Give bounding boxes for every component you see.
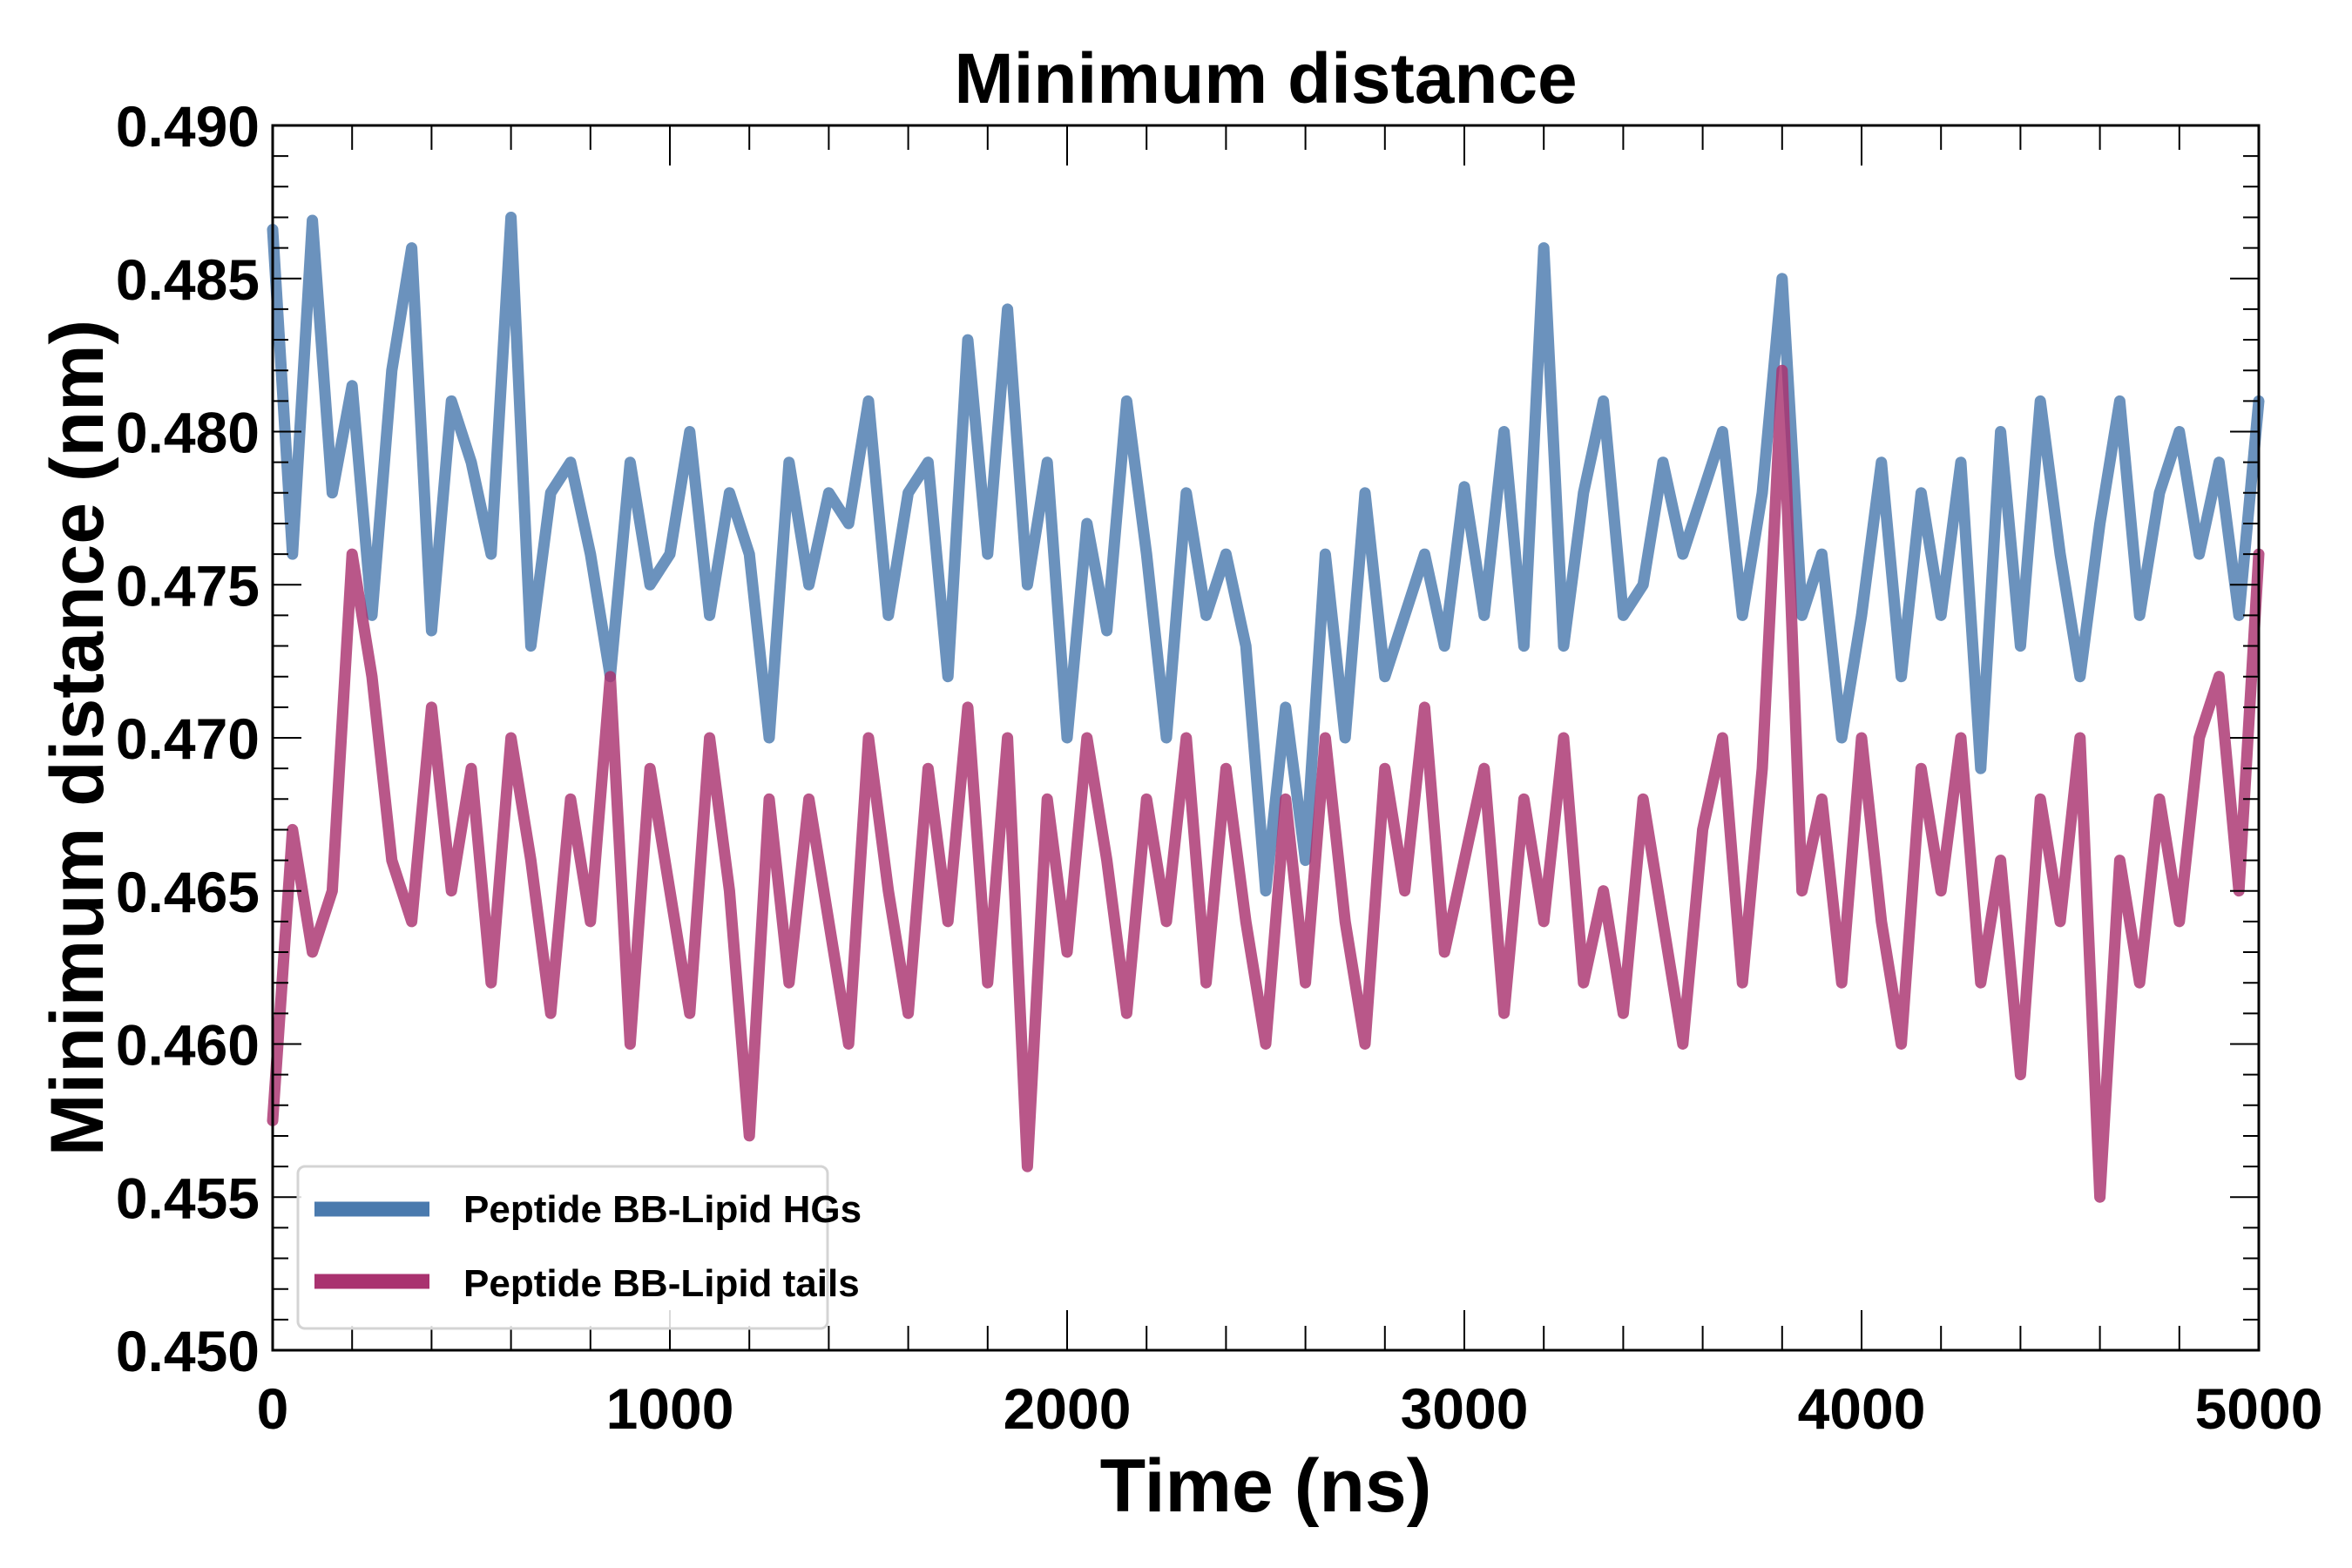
legend-label-tails: Peptide BB-Lipid tails	[463, 1262, 860, 1305]
ticks-layer	[272, 125, 2260, 1351]
x-axis-title: Time (ns)	[1100, 1444, 1432, 1528]
x-tick-labels: 0 1000 2000 3000 4000 5000	[257, 1376, 2323, 1441]
y-tick-label: 0.475	[116, 553, 260, 618]
series-line-1	[267, 364, 2265, 1203]
legend: Peptide BB-Lipid HGs Peptide BB-Lipid ta…	[296, 1165, 862, 1330]
y-tick-label: 0.450	[116, 1319, 260, 1383]
x-tick-label: 4000	[1798, 1376, 1926, 1441]
legend-box	[296, 1165, 829, 1330]
legend-label-hgs: Peptide BB-Lipid HGs	[463, 1188, 862, 1231]
x-tick-label: 1000	[606, 1376, 734, 1441]
x-tick-label: 3000	[1401, 1376, 1529, 1441]
y-tick-labels: 0.450 0.455 0.460 0.465 0.470 0.475 0.480 0.485…	[116, 94, 260, 1383]
y-tick-label: 0.460	[116, 1013, 260, 1078]
chart-title: Minimum distance	[954, 39, 1577, 118]
y-axis-title: Minimum distance (nm)	[36, 320, 119, 1156]
x-tick-label: 0	[257, 1376, 289, 1441]
plot-frame	[271, 124, 2261, 1352]
y-tick-label: 0.470	[116, 706, 260, 771]
y-tick-label: 0.485	[116, 247, 260, 312]
y-tick-label: 0.455	[116, 1166, 260, 1230]
y-tick-label: 0.490	[116, 94, 260, 159]
series-layer	[267, 212, 2265, 1203]
y-tick-label: 0.480	[116, 401, 260, 465]
series-line-0	[267, 212, 2265, 897]
x-tick-label: 5000	[2195, 1376, 2323, 1441]
x-tick-label: 2000	[1004, 1376, 1132, 1441]
y-tick-label: 0.465	[116, 860, 260, 924]
